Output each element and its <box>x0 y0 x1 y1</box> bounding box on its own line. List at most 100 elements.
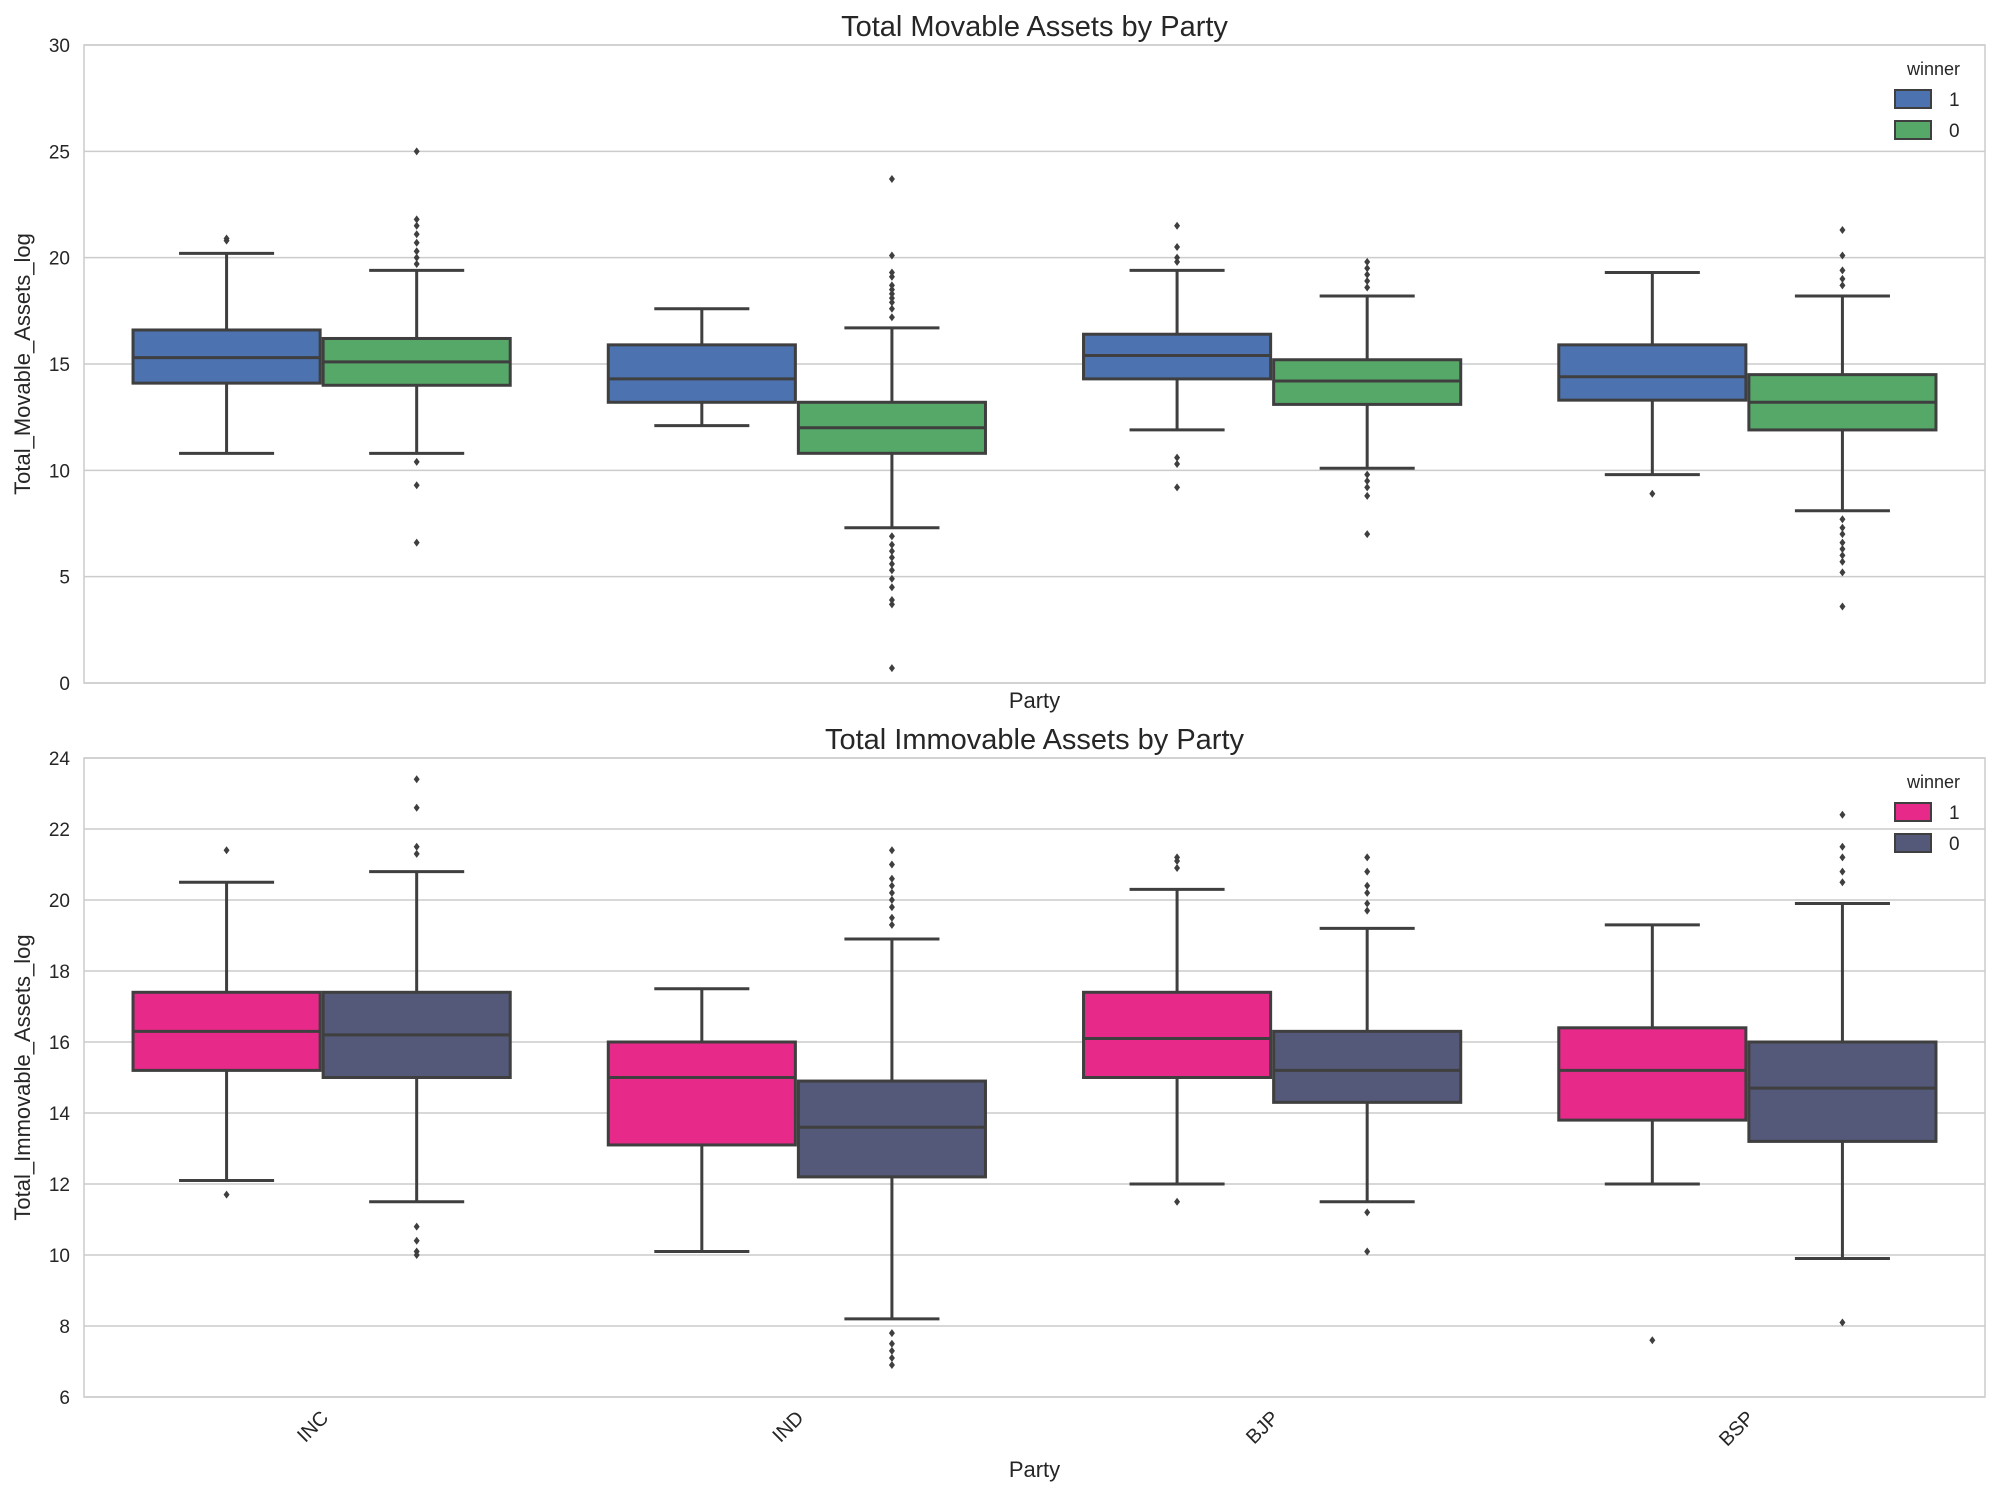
outlier-point <box>888 547 895 556</box>
outlier-point <box>413 238 420 247</box>
outlier-point <box>1364 264 1371 273</box>
box-bsp-winner-0 <box>1747 810 1938 1327</box>
chart-title: Total Immovable Assets by Party <box>825 724 1245 756</box>
outlier-point <box>413 260 420 269</box>
outlier-point <box>1839 251 1846 260</box>
outlier-point <box>888 596 895 605</box>
outlier-point <box>413 253 420 262</box>
y-tick-label: 8 <box>59 1317 70 1338</box>
outlier-point <box>1839 266 1846 275</box>
outlier-point <box>1839 842 1846 851</box>
legend-title: winner <box>1906 59 1960 79</box>
legend-swatch <box>1894 120 1932 140</box>
outlier-point <box>1649 489 1656 498</box>
outlier-point <box>223 1190 230 1199</box>
outlier-point <box>1364 277 1371 286</box>
legend-title: winner <box>1906 772 1960 792</box>
y-tick-label: 10 <box>49 461 70 482</box>
y-tick-label: 30 <box>49 36 70 57</box>
outlier-point <box>223 846 230 855</box>
x-axis-label: Party <box>1009 688 1060 713</box>
x-axis-label: Party <box>1009 1457 1060 1482</box>
outlier-point <box>888 1339 895 1348</box>
outlier-point <box>1364 881 1371 890</box>
outlier-point <box>1364 483 1371 492</box>
outlier-point <box>888 913 895 922</box>
iqr-box <box>1747 1040 1938 1143</box>
outlier-point <box>888 860 895 869</box>
outlier-point <box>1649 1336 1656 1345</box>
outlier-point <box>1174 864 1181 873</box>
outlier-point <box>1174 483 1181 492</box>
outlier-point <box>413 1222 420 1231</box>
outlier-point <box>888 1353 895 1362</box>
outlier-point <box>413 775 420 784</box>
outlier-point <box>888 281 895 290</box>
box-bjp-winner-1 <box>1082 221 1273 492</box>
box-bsp-winner-1 <box>1557 271 1748 498</box>
x-tick-label: BSP <box>1715 1407 1759 1451</box>
outlier-point <box>888 566 895 575</box>
outlier-point <box>1364 476 1371 485</box>
outlier-point <box>888 1361 895 1370</box>
outlier-point <box>413 538 420 547</box>
outlier-point <box>413 247 420 256</box>
y-tick-label: 24 <box>49 749 71 770</box>
outlier-point <box>888 272 895 281</box>
legend-label: 1 <box>1949 803 1960 824</box>
y-tick-label: 25 <box>49 142 70 163</box>
box-inc-winner-0 <box>321 147 512 547</box>
outlier-point <box>1174 459 1181 468</box>
outlier-point <box>413 803 420 812</box>
outlier-point <box>1364 1208 1371 1217</box>
chart-title: Total Movable Assets by Party <box>841 11 1228 43</box>
outlier-point <box>888 285 895 294</box>
outlier-point <box>1364 470 1371 479</box>
outlier-point <box>888 313 895 322</box>
outlier-point <box>1364 491 1371 500</box>
outlier-point <box>888 251 895 260</box>
y-axis-label: Total_Movable_Assets_log <box>10 233 35 495</box>
outlier-point <box>1364 899 1371 908</box>
outlier-point <box>888 600 895 609</box>
y-tick-label: 0 <box>59 674 70 695</box>
y-tick-label: 16 <box>49 1033 70 1054</box>
box-inc-winner-0 <box>321 775 512 1259</box>
box-bjp-winner-0 <box>1272 257 1463 539</box>
iqr-box <box>606 343 797 404</box>
box-inc-winner-1 <box>131 234 322 455</box>
outlier-point <box>1839 810 1846 819</box>
outlier-point <box>1364 906 1371 915</box>
outlier-point <box>1839 568 1846 577</box>
outlier-point <box>413 481 420 490</box>
outlier-point <box>888 846 895 855</box>
outlier-point <box>888 304 895 313</box>
outlier-point <box>1839 545 1846 554</box>
outlier-point <box>1364 853 1371 862</box>
outlier-point <box>888 268 895 277</box>
outlier-point <box>1839 523 1846 532</box>
y-tick-label: 12 <box>49 1175 70 1196</box>
outlier-point <box>888 888 895 897</box>
legend-swatch <box>1894 802 1932 822</box>
outlier-point <box>1839 538 1846 547</box>
outlier-point <box>1839 853 1846 862</box>
legend: winner 1 0 <box>1894 59 1960 142</box>
outlier-point <box>888 553 895 562</box>
iqr-box <box>1557 343 1748 402</box>
iqr-box <box>1557 1026 1748 1122</box>
outlier-point <box>1364 530 1371 539</box>
outlier-point <box>888 559 895 568</box>
outlier-point <box>888 903 895 912</box>
box-ind-winner-0 <box>796 174 987 673</box>
outlier-point <box>888 1346 895 1355</box>
outlier-point <box>888 583 895 592</box>
outlier-point <box>413 221 420 230</box>
outlier-point <box>1364 257 1371 266</box>
y-tick-label: 10 <box>49 1246 70 1267</box>
outlier-point <box>1839 1318 1846 1327</box>
y-tick-label: 20 <box>49 249 70 270</box>
y-tick-label: 20 <box>49 891 70 912</box>
legend: winner 1 0 <box>1894 772 1960 855</box>
outlier-point <box>1364 867 1371 876</box>
